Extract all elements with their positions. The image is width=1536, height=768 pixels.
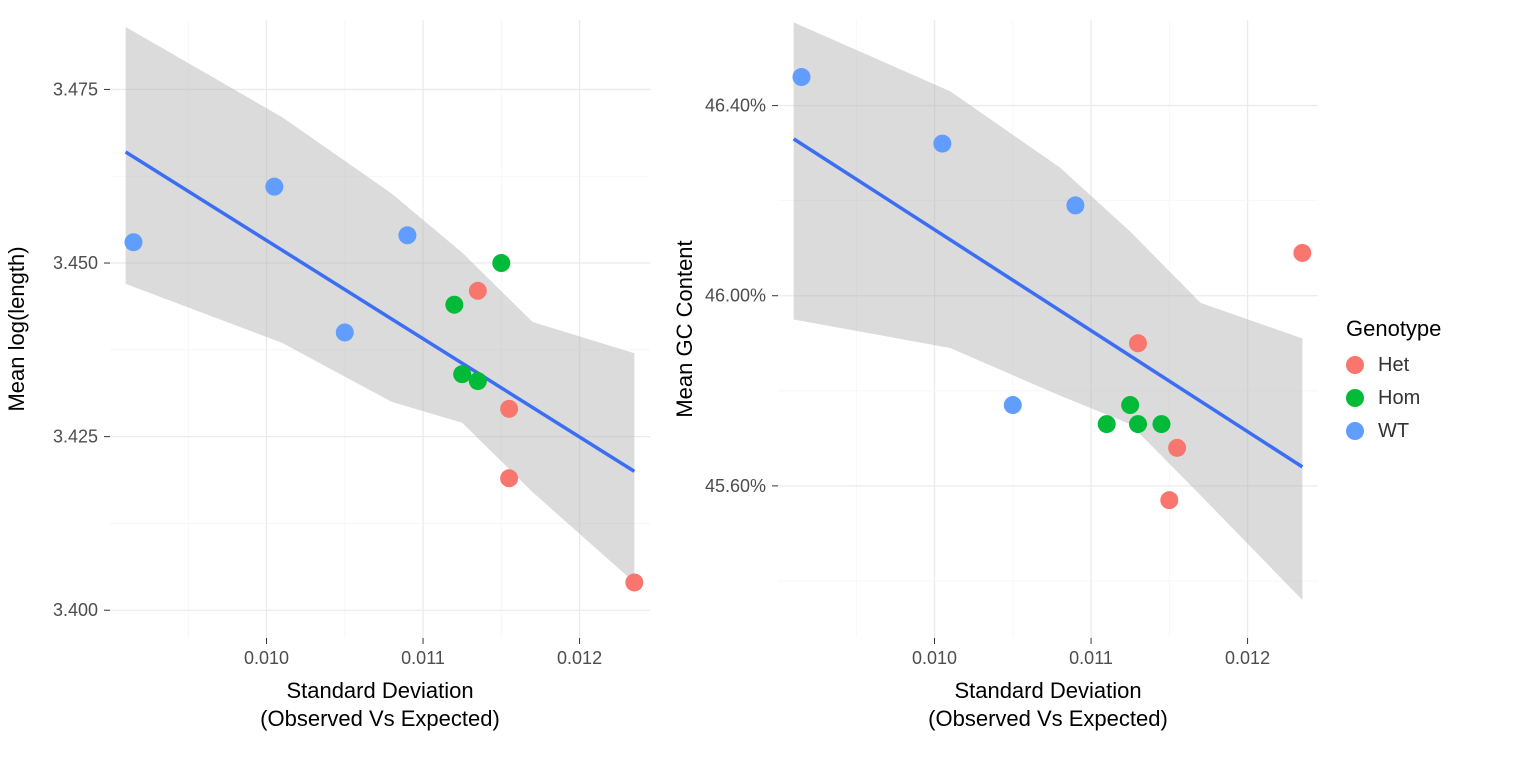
x-axis-title-line1: Standard Deviation — [954, 678, 1141, 703]
legend: Genotype Het Hom WT — [1336, 316, 1536, 453]
x-axis-title-line1: Standard Deviation — [286, 678, 473, 703]
y-tick-label: 3.475 — [53, 79, 98, 99]
y-axis-title: Mean GC Content — [672, 240, 697, 417]
x-axis-title-line2: (Observed Vs Expected) — [260, 706, 500, 731]
data-point-het — [469, 282, 487, 300]
x-tick-label: 0.011 — [401, 648, 445, 668]
legend-item-wt: WT — [1346, 420, 1516, 443]
data-point-wt — [124, 233, 142, 251]
panels-row: 0.010 0.011 0.012 3.400 3.425 3.450 3.475 Stand… — [0, 0, 1336, 768]
legend-label-wt: WT — [1378, 420, 1409, 443]
legend-label-hom: Hom — [1378, 387, 1420, 410]
x-tick-label: 0.010 — [912, 648, 957, 668]
data-point-het — [1160, 491, 1178, 509]
data-point-het — [625, 573, 643, 591]
data-point-het — [500, 400, 518, 418]
data-point-wt — [1004, 396, 1022, 414]
data-point-het — [1293, 244, 1311, 262]
legend-title: Genotype — [1346, 316, 1516, 342]
data-point-hom — [445, 296, 463, 314]
panel-right: 0.010 0.011 0.012 45.60% 46.00% 46.40% Standar… — [668, 0, 1336, 768]
legend-label-het: Het — [1378, 354, 1409, 377]
legend-swatch-het — [1346, 356, 1364, 374]
y-tick-label: 45.60% — [705, 476, 766, 496]
data-point-hom — [469, 372, 487, 390]
legend-item-hom: Hom — [1346, 387, 1516, 410]
panel-left: 0.010 0.011 0.012 3.400 3.425 3.450 3.475 Stand… — [0, 0, 668, 768]
data-point-wt — [792, 68, 810, 86]
data-point-het — [1168, 439, 1186, 457]
scatter-panel-left: 0.010 0.011 0.012 3.400 3.425 3.450 3.475 Stand… — [0, 0, 668, 768]
x-tick-label: 0.010 — [244, 648, 289, 668]
legend-swatch-wt — [1346, 422, 1364, 440]
data-point-het — [1129, 334, 1147, 352]
data-point-hom — [1121, 396, 1139, 414]
y-tick-label: 3.425 — [53, 427, 98, 447]
data-point-wt — [336, 323, 354, 341]
data-point-het — [500, 469, 518, 487]
legend-swatch-hom — [1346, 389, 1364, 407]
data-point-wt — [1066, 196, 1084, 214]
x-tick-label: 0.012 — [1225, 648, 1270, 668]
data-point-hom — [453, 365, 471, 383]
data-point-wt — [398, 226, 416, 244]
x-tick-label: 0.012 — [557, 648, 602, 668]
data-point-hom — [1152, 415, 1170, 433]
legend-item-het: Het — [1346, 354, 1516, 377]
y-tick-label: 3.400 — [53, 600, 98, 620]
x-tick-label: 0.011 — [1069, 648, 1113, 668]
data-point-wt — [265, 178, 283, 196]
y-tick-label: 46.40% — [705, 96, 766, 116]
figure: 0.010 0.011 0.012 3.400 3.425 3.450 3.475 Stand… — [0, 0, 1536, 768]
scatter-panel-right: 0.010 0.011 0.012 45.60% 46.00% 46.40% Standar… — [668, 0, 1336, 768]
data-point-hom — [1098, 415, 1116, 433]
y-tick-label: 46.00% — [705, 286, 766, 306]
y-tick-label: 3.450 — [53, 253, 98, 273]
data-point-wt — [933, 135, 951, 153]
y-axis-title: Mean log(length) — [4, 246, 29, 411]
data-point-hom — [1129, 415, 1147, 433]
x-axis-title-line2: (Observed Vs Expected) — [928, 706, 1168, 731]
data-point-hom — [492, 254, 510, 272]
